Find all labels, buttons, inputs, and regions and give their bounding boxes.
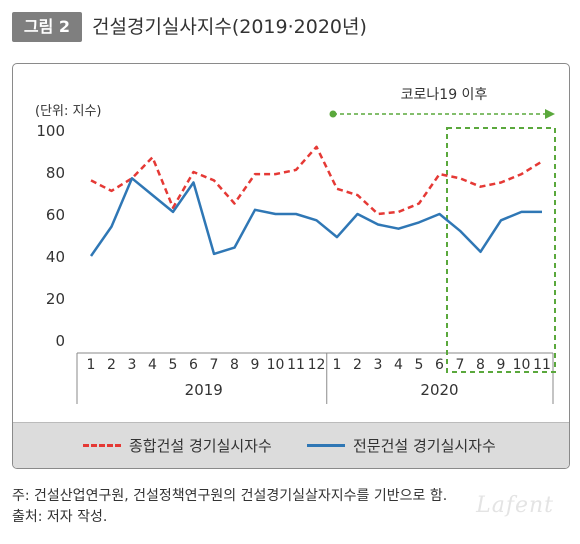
x-tick-label: 7 xyxy=(456,357,465,373)
x-tick-label: 1 xyxy=(87,357,96,373)
figure-title: 건설경기실사지수(2019·2020년) xyxy=(92,16,367,38)
x-tick-label: 4 xyxy=(148,357,157,373)
unit-label: (단위: 지수) xyxy=(35,104,102,119)
x-tick-label: 2 xyxy=(107,357,116,373)
legend-swatch-dashed xyxy=(83,444,121,447)
legend-item-series1: 종합건설 경기실시자수 xyxy=(83,435,272,456)
y-tick-label: 60 xyxy=(46,206,65,224)
covid-arrow-head xyxy=(545,109,555,119)
figure-notes: 주: 건설산업연구원, 건설정책연구원의 건설경기실살자지수를 기반으로 함. … xyxy=(12,486,447,528)
x-tick-label: 6 xyxy=(189,357,198,373)
x-tick-label: 12 xyxy=(308,357,326,373)
year-label: 2019 xyxy=(185,381,223,399)
x-tick-label: 7 xyxy=(210,357,219,373)
watermark-logo: Lafent xyxy=(476,493,554,518)
x-tick-label: 6 xyxy=(435,357,444,373)
covid-annotation-label: 코로나19 이후 xyxy=(401,87,488,103)
legend-item-series2: 전문건설 경기실시자수 xyxy=(307,435,496,456)
legend-label-series1: 종합건설 경기실시자수 xyxy=(129,437,272,455)
x-tick-label: 4 xyxy=(394,357,403,373)
x-tick-label: 5 xyxy=(169,357,178,373)
y-tick-label: 100 xyxy=(36,122,65,140)
legend-swatch-solid xyxy=(307,444,345,447)
x-tick-label: 10 xyxy=(513,357,531,373)
legend-label-series2: 전문건설 경기실시자수 xyxy=(353,437,496,455)
y-tick-label: 80 xyxy=(46,164,65,182)
x-tick-label: 3 xyxy=(128,357,137,373)
y-tick-label: 0 xyxy=(55,332,65,350)
x-tick-label: 11 xyxy=(533,357,551,373)
chart-panel: (단위: 지수) 100 80 60 40 20 0 1 2 3 4 5 6 7 8 9 10 11 12 1 2 3 4 5… xyxy=(12,63,570,469)
y-tick-label: 20 xyxy=(46,290,65,308)
covid-period-box xyxy=(446,127,556,373)
x-tick-label: 8 xyxy=(476,357,485,373)
x-tick-label: 8 xyxy=(230,357,239,373)
figure-badge: 그림 2 xyxy=(12,12,82,42)
x-tick-label: 2 xyxy=(353,357,362,373)
x-tick-label: 3 xyxy=(374,357,383,373)
x-tick-label: 9 xyxy=(497,357,506,373)
x-tick-label: 1 xyxy=(333,357,342,373)
legend: 종합건설 경기실시자수 전문건설 경기실시자수 xyxy=(13,422,569,468)
x-tick-label: 5 xyxy=(415,357,424,373)
x-tick-label: 11 xyxy=(287,357,305,373)
series-line-general-construction xyxy=(90,145,543,216)
series-line-specialty-construction xyxy=(89,177,542,257)
x-tick-label: 10 xyxy=(267,357,285,373)
note-author: 출처: 저자 작성. xyxy=(12,509,108,525)
note-source-basis: 주: 건설산업연구원, 건설정책연구원의 건설경기실살자지수를 기반으로 함. xyxy=(12,488,448,504)
x-tick-label: 9 xyxy=(251,357,260,373)
y-tick-label: 40 xyxy=(46,248,65,266)
year-label: 2020 xyxy=(420,381,458,399)
